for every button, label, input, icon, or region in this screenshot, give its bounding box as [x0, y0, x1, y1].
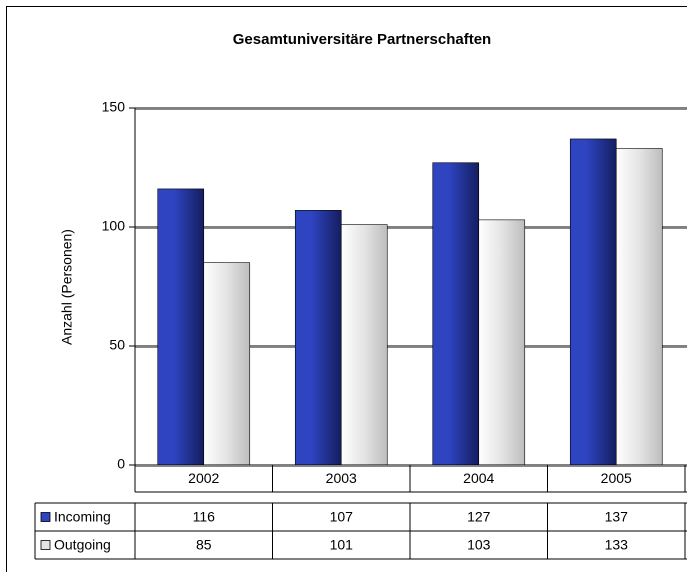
- x-tick-label: 2005: [601, 470, 632, 486]
- table-value: 116: [193, 509, 216, 525]
- bar: [203, 262, 251, 466]
- legend-swatch: [40, 512, 51, 522]
- legend-label: Outgoing: [54, 537, 111, 553]
- table-value: 137: [605, 509, 629, 525]
- y-tick-label: 50: [109, 337, 125, 353]
- legend-label: Incoming: [54, 509, 111, 525]
- y-tick-label: 100: [102, 218, 126, 234]
- x-tick-label: 2004: [463, 470, 494, 486]
- bar: [478, 219, 526, 466]
- table-value: 133: [605, 537, 629, 553]
- y-tick-label: 150: [102, 99, 126, 115]
- y-axis-label: Anzahl (Personen): [59, 229, 75, 345]
- bar: [432, 162, 480, 466]
- x-tick-label: 2002: [188, 470, 219, 486]
- bar: [157, 188, 205, 466]
- bar: [340, 224, 388, 466]
- y-tick-label: 0: [117, 456, 125, 472]
- bar: [569, 138, 617, 466]
- table-value: 101: [330, 537, 354, 553]
- bar: [615, 148, 663, 466]
- legend-swatch: [40, 540, 51, 550]
- chart-title: Gesamtuniversitäre Partnerschaften: [233, 31, 491, 48]
- table-value: 85: [196, 537, 212, 553]
- x-tick-label: 2003: [326, 470, 357, 486]
- table-value: 103: [467, 537, 491, 553]
- table-value: 107: [330, 509, 354, 525]
- bar: [294, 210, 342, 466]
- table-value: 127: [467, 509, 491, 525]
